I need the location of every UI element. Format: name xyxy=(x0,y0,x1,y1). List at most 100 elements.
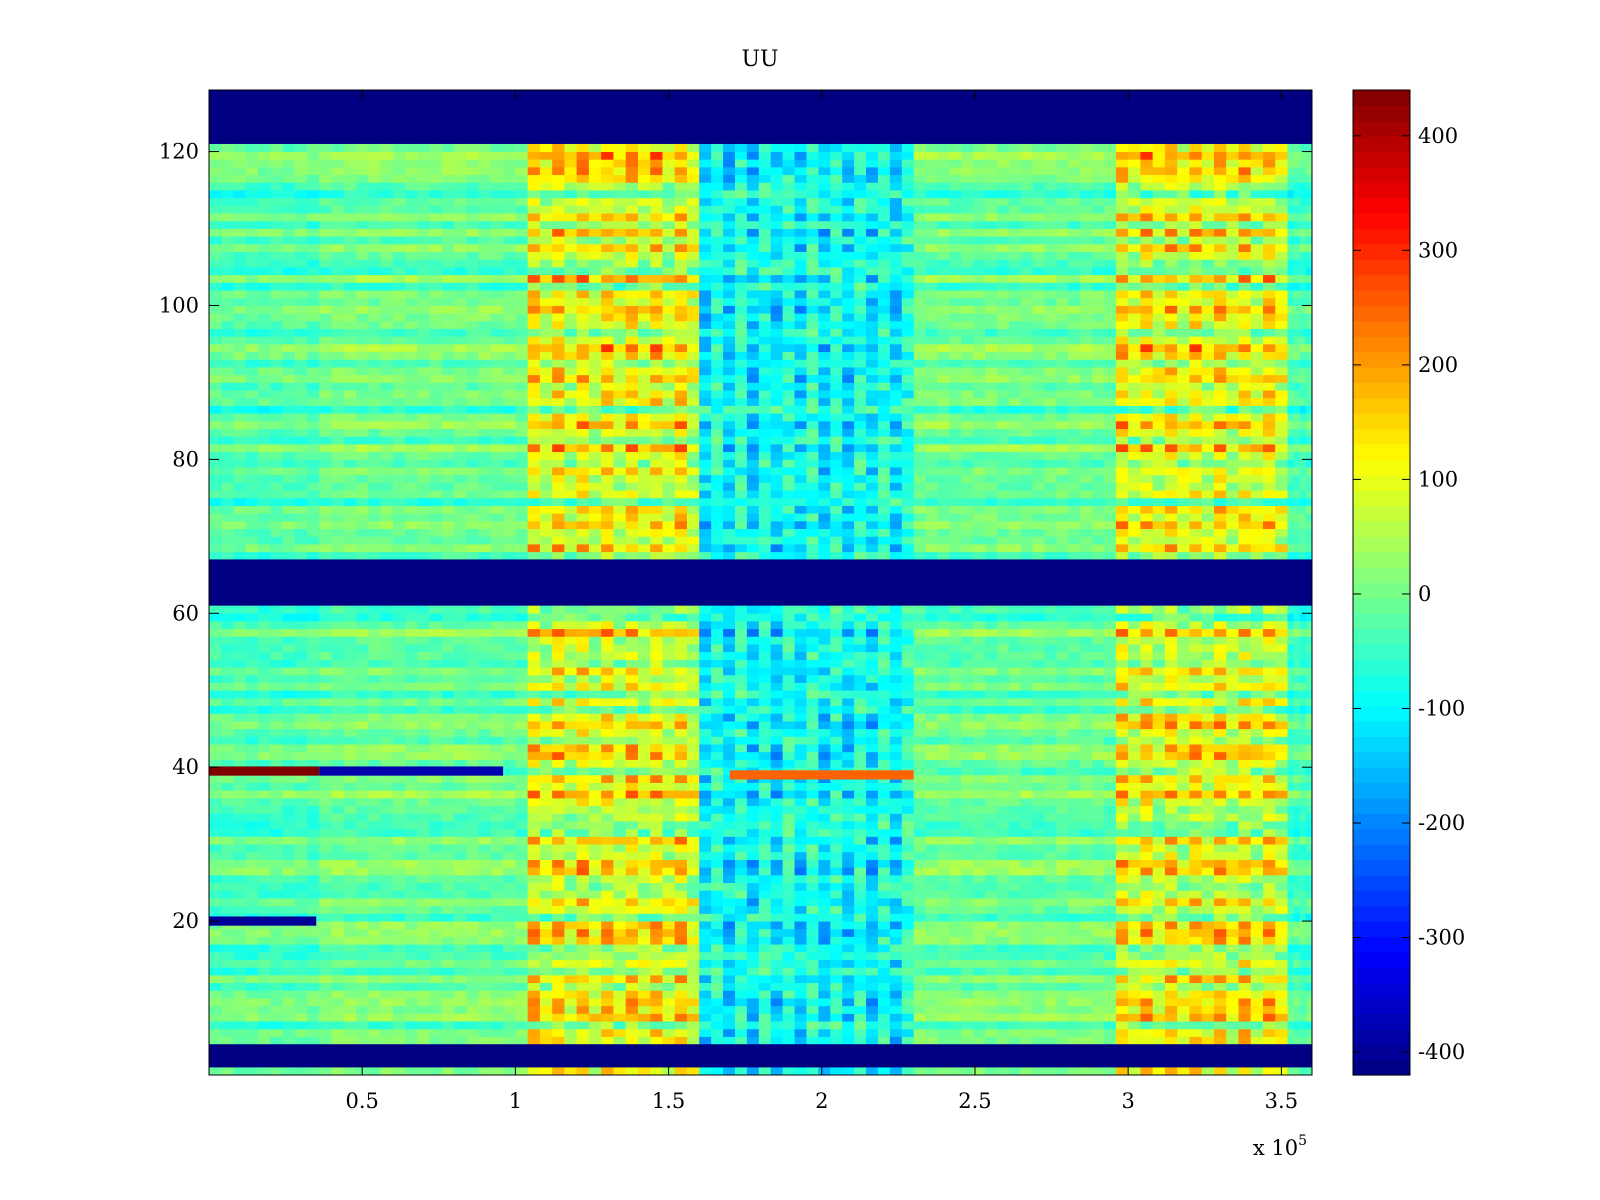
heatmap-cell xyxy=(564,697,578,707)
heatmap-cell xyxy=(478,797,492,807)
heatmap-cell xyxy=(356,166,369,176)
heatmap-cell xyxy=(576,228,590,237)
heatmap-cell xyxy=(270,497,284,506)
heatmap-cell xyxy=(233,944,247,953)
heatmap-cell xyxy=(270,513,284,522)
heatmap-cell xyxy=(209,790,222,799)
heatmap-cell xyxy=(674,813,688,822)
heatmap-cell xyxy=(613,1005,627,1014)
heatmap-cell xyxy=(576,143,590,152)
heatmap-cell xyxy=(221,220,235,229)
heatmap-cell xyxy=(588,736,602,745)
heatmap-cell xyxy=(478,874,492,884)
heatmap-cell xyxy=(380,405,394,414)
heatmap-cell xyxy=(723,936,736,945)
heatmap-cell xyxy=(319,944,333,953)
heatmap-cell xyxy=(625,1021,639,1030)
heatmap-cell xyxy=(842,859,855,868)
heatmap-cell xyxy=(209,328,222,337)
heatmap-cell xyxy=(392,936,406,945)
heatmap-cell xyxy=(746,836,760,845)
heatmap-cell xyxy=(331,759,345,768)
heatmap-cell xyxy=(723,944,736,953)
heatmap-cell xyxy=(368,705,382,714)
heatmap-cell xyxy=(368,205,382,214)
heatmap-cell xyxy=(515,605,529,614)
heatmap-cell xyxy=(650,936,664,945)
heatmap-cell xyxy=(245,305,259,314)
heatmap-cell xyxy=(405,313,418,322)
heatmap-cell xyxy=(319,774,333,783)
heatmap-cell xyxy=(343,474,357,483)
heatmap-cell xyxy=(699,944,712,953)
heatmap-cell xyxy=(818,974,831,984)
heatmap-cell xyxy=(343,913,357,922)
heatmap-cell xyxy=(564,998,578,1007)
heatmap-cell xyxy=(490,143,504,152)
heatmap-cell xyxy=(392,982,406,991)
heatmap-cell xyxy=(209,505,222,514)
heatmap-cell xyxy=(746,944,760,953)
heatmap-cell xyxy=(686,628,700,637)
heatmap-cell xyxy=(307,682,320,691)
heatmap-cell xyxy=(294,836,308,845)
heatmap-cell xyxy=(503,697,516,707)
heatmap-cell xyxy=(552,351,566,360)
heatmap-cell xyxy=(503,736,516,745)
heatmap-cell xyxy=(454,290,467,299)
heatmap-cell xyxy=(588,782,602,791)
heatmap-cell xyxy=(552,1067,566,1075)
heatmap-cell xyxy=(466,166,480,176)
heatmap-cell xyxy=(576,197,590,206)
heatmap-cell xyxy=(515,1013,529,1022)
heatmap-cell xyxy=(588,767,602,776)
heatmap-cell xyxy=(674,343,688,353)
heatmap-cell xyxy=(625,828,639,837)
heatmap-cell xyxy=(539,982,553,991)
heatmap-cell xyxy=(758,882,772,891)
heatmap-cell xyxy=(503,343,516,353)
heatmap-cell xyxy=(258,282,271,291)
heatmap-cell xyxy=(503,290,516,299)
heatmap-cell xyxy=(392,166,406,176)
heatmap-cell xyxy=(454,759,467,768)
heatmap-cell xyxy=(270,536,284,545)
heatmap-cell xyxy=(564,159,578,168)
heatmap-cell xyxy=(490,690,504,699)
heatmap-cell xyxy=(294,497,308,506)
heatmap-cell xyxy=(527,1036,541,1045)
heatmap-cell xyxy=(270,297,284,306)
heatmap-cell xyxy=(282,243,296,253)
heatmap-cell xyxy=(258,1036,271,1045)
heatmap-cell xyxy=(282,682,296,691)
heatmap-cell xyxy=(637,659,651,668)
heatmap-cell xyxy=(490,551,504,560)
heatmap-cell xyxy=(417,951,431,960)
heatmap-cell xyxy=(637,998,651,1007)
heatmap-cell xyxy=(818,898,831,907)
heatmap-cell xyxy=(282,328,296,337)
heatmap-cell xyxy=(319,159,333,168)
heatmap-cell xyxy=(782,990,796,999)
heatmap-cell xyxy=(576,674,590,683)
heatmap-cell xyxy=(613,774,627,783)
heatmap-cell xyxy=(601,898,615,907)
heatmap-cell xyxy=(282,990,296,999)
heatmap-cell xyxy=(625,328,639,337)
heatmap-cell xyxy=(576,790,590,799)
heatmap-cell xyxy=(564,436,578,445)
heatmap-cell xyxy=(233,282,247,291)
heatmap-cell xyxy=(478,982,492,991)
heatmap-cell xyxy=(405,474,418,483)
heatmap-cell xyxy=(331,690,345,699)
heatmap-cell xyxy=(282,213,296,222)
heatmap-cell xyxy=(356,413,369,422)
heatmap-cell xyxy=(686,905,700,914)
heatmap-cell xyxy=(552,728,566,737)
heatmap-cell xyxy=(478,782,492,791)
heatmap-cell xyxy=(503,936,516,945)
heatmap-cell xyxy=(601,697,615,707)
heatmap-cell xyxy=(319,713,333,722)
heatmap-cell xyxy=(686,836,700,845)
heatmap-cell xyxy=(564,1021,578,1030)
